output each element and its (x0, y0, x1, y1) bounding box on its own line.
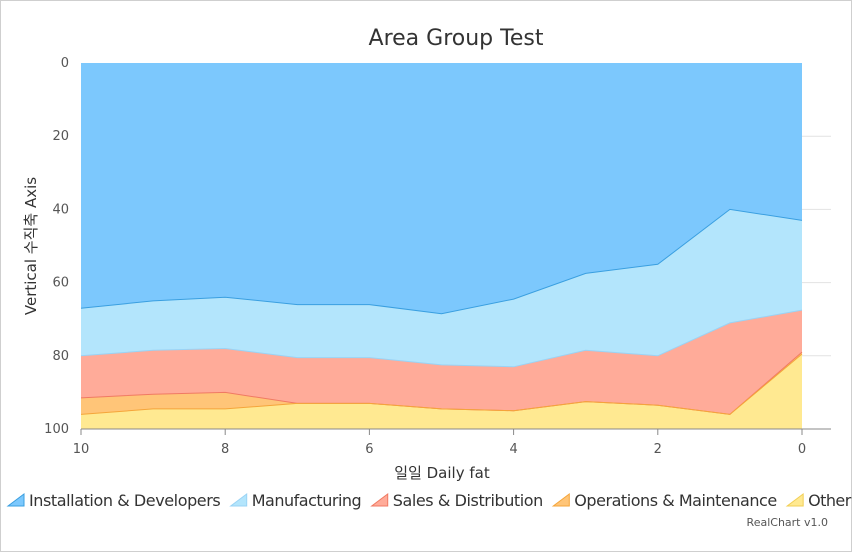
legend-item-0[interactable]: Installation & Developers (6, 491, 221, 510)
area-series-4[interactable] (81, 354, 802, 429)
y-tick-label: 20 (52, 129, 69, 144)
area-series-1[interactable] (81, 209, 802, 367)
y-tick-label: 80 (52, 349, 69, 364)
area-series-0[interactable] (81, 63, 802, 314)
area-series-3[interactable] (81, 352, 802, 415)
legend-label: Other (808, 491, 852, 510)
legend-item-2[interactable]: Sales & Distribution (370, 491, 544, 510)
x-tick-label: 0 (798, 442, 806, 457)
x-axis-title: 일일 Daily fat (394, 464, 490, 482)
area-boundary-line-1 (80, 309, 803, 368)
x-tick-label: 2 (654, 442, 662, 457)
legend-swatch (551, 493, 570, 507)
y-tick-label: 0 (61, 56, 69, 71)
y-tick-label: 60 (52, 276, 69, 291)
area-series-group (80, 63, 803, 429)
area-boundary-line-3 (80, 353, 803, 415)
x-tick-label: 4 (509, 442, 517, 457)
y-tick-label: 100 (44, 422, 69, 437)
legend-item-1[interactable]: Manufacturing (229, 491, 362, 510)
legend-item-3[interactable]: Operations & Maintenance (551, 491, 777, 510)
legend-label: Operations & Maintenance (574, 491, 777, 510)
legend-label: Sales & Distribution (393, 491, 544, 510)
legend-swatch (370, 493, 389, 507)
legend-item-4[interactable]: Other (785, 491, 852, 510)
legend-label: Installation & Developers (29, 491, 221, 510)
area-series-2[interactable] (81, 310, 802, 415)
chart-title: Area Group Test (369, 26, 544, 51)
x-tick-label: 8 (221, 442, 229, 457)
legend-swatch (6, 493, 25, 507)
legend: Installation & Developers Manufacturing Sa… (6, 491, 852, 510)
x-tick-label: 6 (365, 442, 373, 457)
y-tick-label: 40 (52, 202, 69, 217)
chart-credit: RealChart v1.0 (747, 516, 828, 529)
legend-swatch (229, 493, 248, 507)
area-boundary-line-0 (80, 208, 803, 315)
legend-label: Manufacturing (252, 491, 362, 510)
y-axis-title: Vertical 수직축 Axis (22, 177, 40, 315)
x-tick-label: 10 (73, 442, 90, 457)
legend-swatch (785, 493, 804, 507)
